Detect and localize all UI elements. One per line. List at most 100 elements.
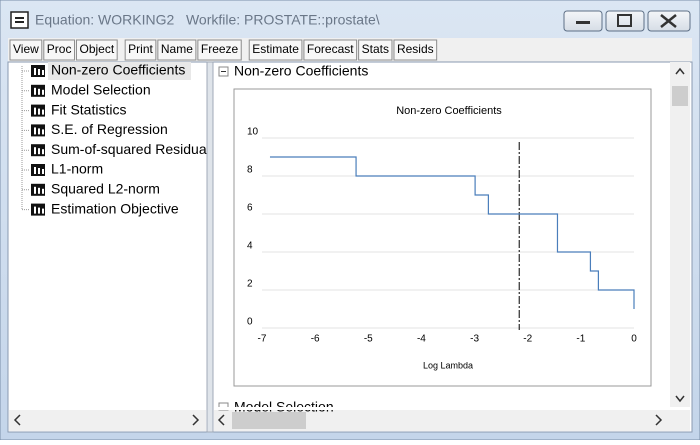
icon-bar xyxy=(42,129,44,135)
maximize-button[interactable] xyxy=(605,10,645,32)
x-tick-label: -5 xyxy=(364,334,373,345)
button-face[interactable] xyxy=(358,39,393,61)
button-face[interactable] xyxy=(157,39,197,61)
chart: Non-zero Coefficients Log Lambda 0 2 4 6 8 10 -7… xyxy=(247,105,637,370)
icon-bar xyxy=(34,206,36,214)
button-label: View xyxy=(13,42,39,56)
section-title: Model Selection xyxy=(234,399,334,415)
y-tick-label: 6 xyxy=(247,203,253,214)
button-face[interactable] xyxy=(43,39,75,61)
toolbar-buttons: View Proc Object Print Name Freeze Estimate For… xyxy=(9,39,438,61)
x-axis-label: Log Lambda xyxy=(423,360,473,370)
scroll-up-arrow[interactable] xyxy=(675,67,685,75)
button-label: Forecast xyxy=(307,42,354,56)
x-tick-label: -1 xyxy=(576,334,585,345)
icon-bar xyxy=(42,89,44,95)
left-hscroll-arrows[interactable] xyxy=(13,414,200,426)
icon-bar xyxy=(42,188,44,194)
step-line xyxy=(269,156,635,309)
icon-bar xyxy=(38,69,40,75)
toolbar-button[interactable]: Name xyxy=(157,39,197,61)
y-tick-label: 0 xyxy=(247,317,253,328)
toolbar-button[interactable]: Object xyxy=(75,39,118,61)
toolbar-button[interactable]: Resids xyxy=(393,39,438,61)
tree-item[interactable]: Squared L2-norm xyxy=(51,181,160,197)
right-hscroll-arrows[interactable] xyxy=(217,414,663,426)
toolbar-button[interactable]: View xyxy=(9,39,43,61)
minimize-icon xyxy=(576,21,590,24)
icon-bar xyxy=(34,127,36,135)
button-face[interactable] xyxy=(197,39,242,61)
maximize-icon xyxy=(617,14,632,27)
button-face[interactable] xyxy=(9,39,43,61)
scroll-thumb[interactable] xyxy=(672,86,688,106)
tree-item[interactable]: Sum-of-squared Residua xyxy=(51,141,207,157)
y-tick-label: 2 xyxy=(247,279,253,290)
graph-icon[interactable] xyxy=(31,65,45,77)
window-controls xyxy=(563,10,691,32)
tree-item[interactable]: Non-zero Coefficients xyxy=(51,62,185,78)
icon-bar xyxy=(42,70,44,75)
icon-bar xyxy=(34,186,36,194)
tree-item[interactable]: Estimation Objective xyxy=(51,200,179,216)
button-label: Proc xyxy=(47,42,72,56)
icon-bar xyxy=(38,88,40,95)
toolbar-button[interactable]: Forecast xyxy=(303,39,358,61)
icon-bar xyxy=(42,208,44,214)
button-face[interactable] xyxy=(303,39,358,61)
graph-icon[interactable] xyxy=(31,144,45,157)
icon-bar xyxy=(38,168,40,174)
icon-bar xyxy=(38,187,40,194)
icon-bar xyxy=(38,108,40,115)
button-face[interactable] xyxy=(393,39,438,61)
graph-icon[interactable] xyxy=(31,203,45,216)
tree-item[interactable]: S.E. of Regression xyxy=(51,121,168,137)
toolbar-button[interactable]: Estimate xyxy=(248,39,303,61)
icon-bar xyxy=(42,169,44,174)
tree-item[interactable]: Fit Statistics xyxy=(51,101,126,117)
button-face[interactable] xyxy=(248,39,303,61)
right-hscrollbar[interactable] xyxy=(214,410,690,431)
icon-bar xyxy=(34,87,36,95)
app-icon-bar xyxy=(15,21,24,23)
icon-bar xyxy=(38,148,40,155)
graph-icon[interactable] xyxy=(31,164,45,176)
splitter[interactable] xyxy=(206,61,214,433)
icon-bar xyxy=(42,149,44,155)
y-tick-label: 10 xyxy=(247,127,259,138)
button-label: Stats xyxy=(362,42,389,56)
selection xyxy=(48,62,191,80)
button-label: Object xyxy=(79,42,114,56)
chart-frame xyxy=(233,88,652,387)
graph-icon[interactable] xyxy=(31,124,45,137)
toolbar-button[interactable]: Proc xyxy=(43,39,75,61)
icon-bar xyxy=(42,109,44,115)
toolbar-button[interactable]: Print xyxy=(124,39,157,61)
graph-icon[interactable] xyxy=(31,183,45,196)
x-tick-label: -6 xyxy=(311,334,320,345)
left-hscrollbar[interactable] xyxy=(9,410,206,431)
button-face[interactable] xyxy=(124,39,157,61)
x-tick-label: -2 xyxy=(523,334,532,345)
toolbar-button[interactable]: Freeze xyxy=(197,39,242,61)
x-tick-label: -3 xyxy=(470,334,479,345)
button-label: Name xyxy=(161,42,193,56)
section-header: Non-zero Coefficients xyxy=(218,63,368,79)
scroll-down-arrow[interactable] xyxy=(675,395,685,403)
x-tick-label: -7 xyxy=(258,334,267,345)
button-face[interactable] xyxy=(75,39,118,61)
tree-item[interactable]: Model Selection xyxy=(51,82,151,98)
toolbar-button[interactable]: Stats xyxy=(358,39,393,61)
hscroll-thumb[interactable] xyxy=(232,412,306,429)
vertical-scrollbar[interactable] xyxy=(670,62,690,407)
clip-mask xyxy=(214,407,670,410)
graph-icon[interactable] xyxy=(31,84,45,97)
tree-item[interactable]: L1-norm xyxy=(51,161,103,177)
app-icon xyxy=(10,11,29,29)
section-title: Non-zero Coefficients xyxy=(234,63,368,79)
tree-view: Non-zero Coefficients Model Selection Fit … xyxy=(21,62,207,216)
icon-bar xyxy=(34,107,36,115)
window-title: Equation: WORKING2 Workfile: PROSTATE::p… xyxy=(35,12,380,28)
graph-icon[interactable] xyxy=(31,104,45,117)
